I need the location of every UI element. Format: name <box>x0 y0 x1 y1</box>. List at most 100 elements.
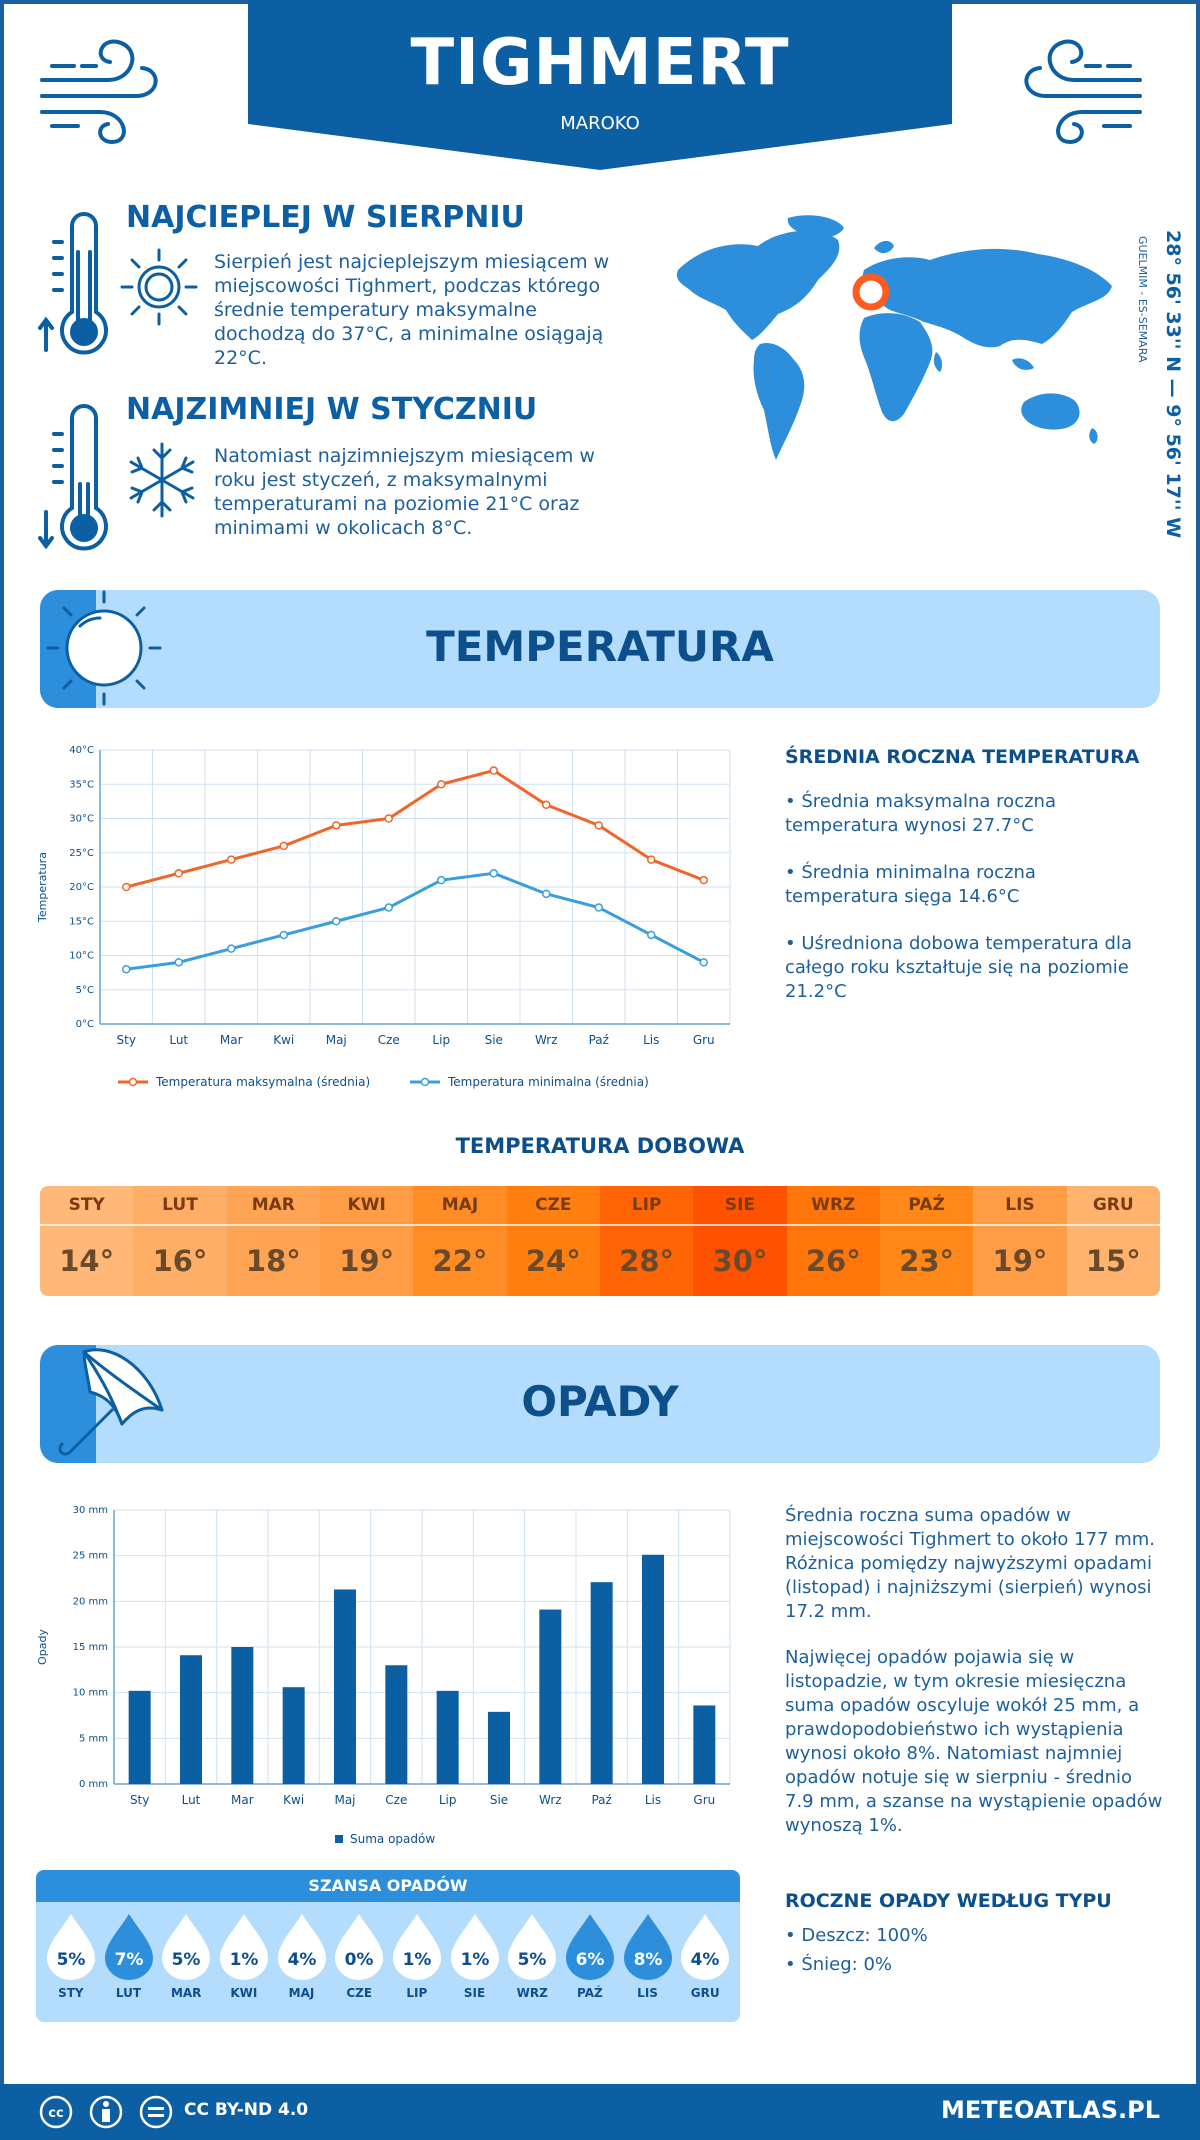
daily-temp-cell: LUT 16° <box>133 1186 227 1296</box>
y-tick-label: 15°C <box>69 916 94 927</box>
y-tick-label: 20°C <box>69 882 94 893</box>
precip-type-rain: • Deszcz: 100% <box>785 1925 928 1946</box>
daily-temp-month: CZE <box>506 1186 600 1226</box>
annual-temp-min: • Średnia minimalna roczna temperatura s… <box>785 862 1036 907</box>
x-tick-label: Sty <box>117 1033 136 1047</box>
precip-chance-item: 7% LUT <box>100 1902 158 2000</box>
x-tick-label: Wrz <box>539 1793 562 1807</box>
daily-temp-cell: WRZ 26° <box>786 1186 880 1296</box>
snowflake-icon <box>129 442 195 518</box>
legend-swatch <box>335 1835 343 1843</box>
data-point <box>122 964 131 974</box>
daily-temp-cell: SIE 30° <box>693 1186 787 1296</box>
y-tick-label: 40°C <box>69 745 94 756</box>
precip-chance-value: 0% <box>345 1950 374 1970</box>
footer: cc CC BY-ND 4.0 METEOATLAS.PL <box>0 2084 1200 2140</box>
data-point <box>594 821 603 830</box>
world-map-icon <box>676 215 1112 460</box>
city-name: TIGHMERT <box>410 26 790 100</box>
y-tick-label: 35°C <box>69 779 94 790</box>
x-tick-label: Sie <box>490 1793 508 1807</box>
daily-temp-value: 30° <box>712 1244 768 1278</box>
x-tick-label: Lis <box>643 1033 659 1047</box>
precip-bar <box>282 1687 305 1784</box>
y-axis-label: Opady <box>36 1629 49 1665</box>
legend-label: Temperatura minimalna (średnia) <box>447 1075 649 1089</box>
precip-title: OPADY <box>521 1377 679 1426</box>
daily-temp-value: 19° <box>339 1244 395 1278</box>
precip-chance-month: MAJ <box>288 1986 315 2000</box>
precip-detail: Najwięcej opadów pojawia się w listopadz… <box>785 1647 1163 1836</box>
x-tick-label: Cze <box>378 1033 400 1047</box>
precip-bar <box>334 1589 356 1784</box>
license-text: CC BY-ND 4.0 <box>184 2100 309 2120</box>
raindrop-icon: 0% <box>335 1914 384 1980</box>
cold-text: Natomiast najzimniejszym miesiącem w rok… <box>214 445 595 539</box>
series-line <box>125 768 705 889</box>
raindrop-icon: 7% <box>104 1914 153 1980</box>
sun-icon <box>120 248 198 326</box>
x-tick-label: Maj <box>334 1793 355 1807</box>
precip-bar <box>488 1711 510 1784</box>
x-tick-label: Kwi <box>283 1793 304 1807</box>
daily-temp-month: LIP <box>599 1186 694 1226</box>
x-tick-label: Lut <box>182 1793 201 1807</box>
data-point <box>542 889 551 899</box>
data-point <box>227 944 236 953</box>
data-point <box>647 855 656 864</box>
precip-chance-value: 4% <box>287 1950 316 1970</box>
precip-chance-item: 4% GRU <box>676 1902 734 2000</box>
daily-temp-cell: CZE 24° <box>506 1186 600 1296</box>
raindrop-icon: 1% <box>392 1914 441 1980</box>
precip-chance-value: 8% <box>633 1950 662 1970</box>
site-link[interactable]: METEOATLAS.PL <box>940 2096 1160 2124</box>
thermometer-hot-icon <box>38 212 108 355</box>
precip-bar <box>436 1690 459 1784</box>
legend-label: Suma opadów <box>350 1832 435 1846</box>
daily-temp-cell: KWI 19° <box>319 1186 414 1296</box>
precip-chance-item: 1% KWI <box>215 1902 273 2000</box>
raindrop-icon: 8% <box>623 1914 672 1980</box>
x-tick-label: Lip <box>432 1033 450 1047</box>
x-tick-label: Paź <box>589 1033 609 1047</box>
y-tick-label: 10°C <box>69 951 94 962</box>
country-name: MAROKO <box>560 113 640 134</box>
wind-icon <box>40 39 158 145</box>
temperature-title: TEMPERATURA <box>426 622 774 671</box>
daily-temp-cell: MAR 18° <box>226 1186 320 1296</box>
precip-type-snow: • Śnieg: 0% <box>785 1954 893 1975</box>
y-tick-label: 25 mm <box>73 1551 108 1562</box>
data-point <box>542 800 551 810</box>
precip-summary: Średnia roczna suma opadów w miejscowośc… <box>785 1505 1156 1622</box>
data-point <box>384 814 393 823</box>
raindrop-icon: 4% <box>277 1914 326 1980</box>
y-axis-label: Temperatura <box>36 852 49 923</box>
daily-temp-value: 24° <box>525 1244 581 1278</box>
x-tick-label: Mar <box>231 1793 254 1807</box>
series-line <box>126 871 705 971</box>
daily-temp-title: TEMPERATURA DOBOWA <box>455 1134 745 1158</box>
data-point <box>174 958 183 967</box>
data-point <box>594 903 603 912</box>
precip-chance-month: KWI <box>230 1986 258 2000</box>
data-point <box>384 903 393 912</box>
daily-temp-cell: STY 14° <box>40 1186 134 1296</box>
x-tick-label: Gru <box>693 1793 715 1807</box>
precip-bar <box>128 1690 151 1784</box>
raindrop-icon: 5% <box>508 1914 557 1980</box>
daily-temp-month: LIS <box>973 1186 1067 1226</box>
data-point <box>279 841 288 851</box>
x-tick-label: Lis <box>645 1793 661 1807</box>
precip-chance-item: 5% MAR <box>157 1902 215 2000</box>
license-icons: cc <box>39 2095 173 2129</box>
data-point <box>437 780 446 789</box>
x-tick-label: Wrz <box>535 1033 558 1047</box>
daily-temp-month: SIE <box>693 1186 787 1226</box>
precip-chance-month: LIS <box>637 1986 658 2000</box>
data-point <box>122 882 131 892</box>
precip-chance-month: LIP <box>406 1986 428 2000</box>
y-tick-label: 15 mm <box>73 1642 108 1653</box>
data-point <box>332 821 341 830</box>
daily-temp-month: STY <box>40 1186 134 1226</box>
wind-icon <box>1024 39 1142 145</box>
